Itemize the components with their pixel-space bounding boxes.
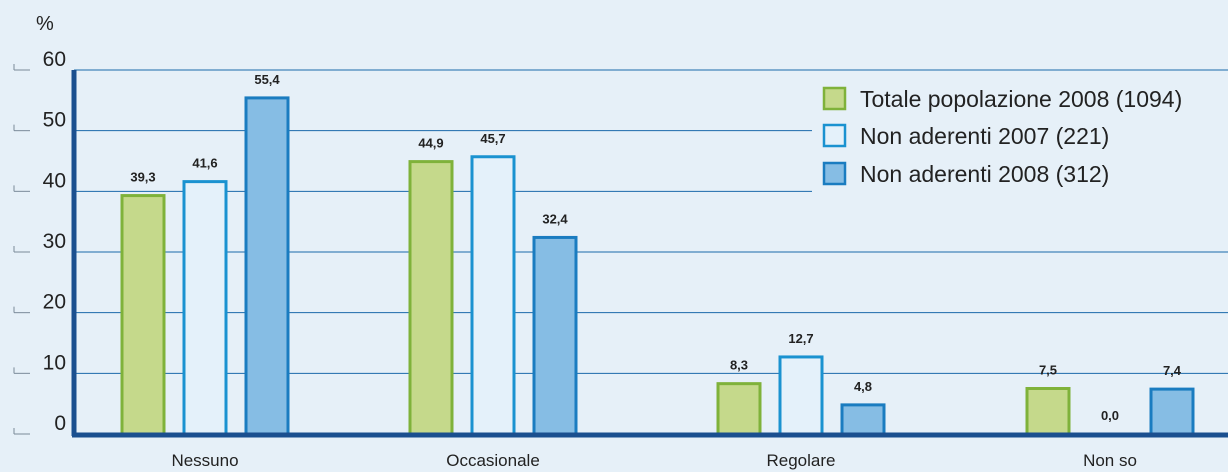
legend-label: Non aderenti 2008 (312) xyxy=(860,161,1109,187)
bar xyxy=(244,96,290,436)
bar-value-label: 0,0 xyxy=(1101,408,1119,423)
x-category-label: Occasionale xyxy=(446,451,540,470)
bar-value-label: 41,6 xyxy=(192,156,217,171)
bar xyxy=(840,403,886,436)
y-axis-unit-label: % xyxy=(36,13,54,35)
y-tick-label: 50 xyxy=(43,109,66,132)
legend-swatch xyxy=(822,86,847,111)
legend-background xyxy=(812,80,1228,192)
x-category-label: Regolare xyxy=(767,451,836,470)
legend: Totale popolazione 2008 (1094) Non aderen… xyxy=(812,80,1228,192)
bars xyxy=(120,96,1195,436)
legend-swatch xyxy=(822,123,847,148)
y-tick-label: 40 xyxy=(43,169,66,192)
bar-value-label: 45,7 xyxy=(480,131,505,146)
legend-swatch xyxy=(822,161,847,186)
axes xyxy=(71,70,1228,438)
bar-value-label: 4,8 xyxy=(854,379,872,394)
bar-value-label: 7,5 xyxy=(1039,363,1057,378)
bar-value-label: 44,9 xyxy=(418,136,443,151)
bar xyxy=(470,155,516,436)
value-labels: 39,3 41,6 55,4 44,9 45,7 32,4 8,3 12,7 4,8 7,5 0,0… xyxy=(130,72,1181,423)
bar-value-label: 55,4 xyxy=(254,72,280,87)
x-category-label: Nessuno xyxy=(171,451,238,470)
bar-value-label: 12,7 xyxy=(788,331,813,346)
bar xyxy=(1025,387,1071,436)
bar xyxy=(532,235,578,436)
bar xyxy=(120,194,166,436)
legend-label: Non aderenti 2007 (221) xyxy=(860,123,1109,149)
bar xyxy=(716,382,762,436)
bar-value-label: 7,4 xyxy=(1163,363,1182,378)
x-axis-categories: Nessuno Occasionale Regolare Non so xyxy=(171,451,1136,470)
y-tick-label: 0 xyxy=(54,412,66,435)
bar xyxy=(1149,387,1195,436)
y-tick-label: 60 xyxy=(43,48,66,71)
legend-label: Totale popolazione 2008 (1094) xyxy=(860,86,1182,112)
bar-value-label: 39,3 xyxy=(130,170,155,185)
x-category-label: Non so xyxy=(1083,451,1137,470)
y-tick-label: 10 xyxy=(43,351,66,374)
bar xyxy=(408,160,454,436)
y-axis-ticks: 0 10 20 30 40 50 60 xyxy=(13,48,66,435)
y-tick-label: 30 xyxy=(43,230,66,253)
y-tick-label: 20 xyxy=(43,291,66,314)
bar-value-label: 8,3 xyxy=(730,358,748,373)
bar-value-label: 32,4 xyxy=(542,211,568,226)
bar xyxy=(778,355,824,436)
bar xyxy=(182,180,228,436)
